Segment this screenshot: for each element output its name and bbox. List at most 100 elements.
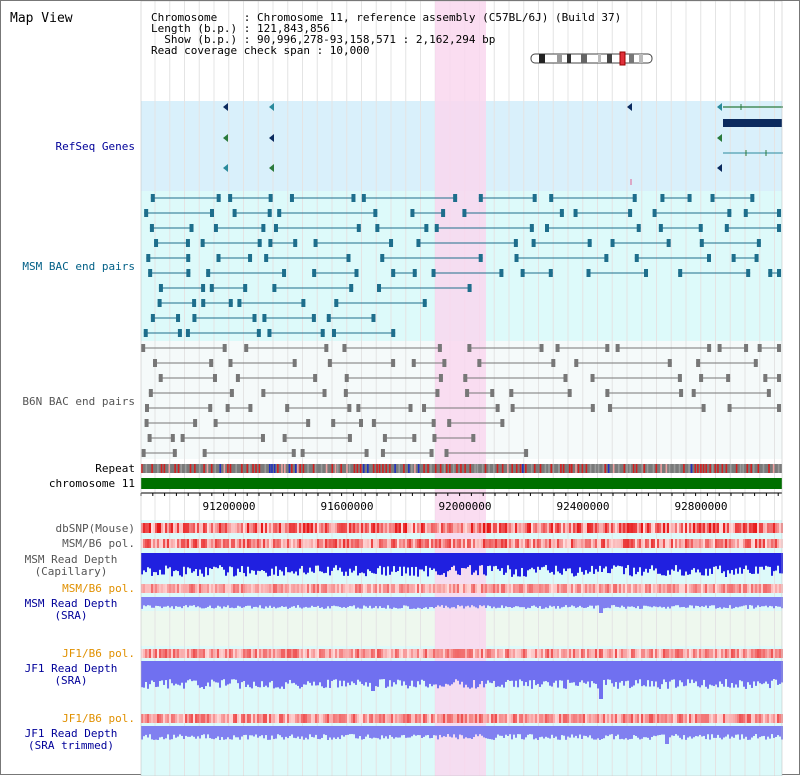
depth-bar bbox=[609, 597, 611, 609]
heat-cell bbox=[319, 649, 321, 658]
msm-b6-pol-label[interactable]: MSM/B6 pol. bbox=[62, 537, 135, 550]
heat-cell bbox=[641, 649, 643, 658]
highlight-region[interactable] bbox=[435, 1, 486, 776]
depth-bar bbox=[427, 726, 429, 735]
jf1-b6-pol-label-2[interactable]: JF1/B6 pol. bbox=[62, 712, 135, 725]
heat-cell bbox=[681, 523, 683, 533]
heat-cell bbox=[483, 714, 485, 723]
msm-b6-pol-label-2[interactable]: MSM/B6 pol. bbox=[62, 582, 135, 595]
heat-cell bbox=[735, 523, 737, 533]
heat-cell bbox=[431, 714, 433, 723]
depth-bar bbox=[443, 726, 445, 737]
heat-cell bbox=[303, 649, 305, 658]
heat-cell bbox=[409, 539, 411, 548]
depth-bar bbox=[175, 597, 177, 607]
depth-bar bbox=[707, 726, 709, 735]
heat-cell bbox=[363, 539, 365, 548]
heat-cell bbox=[277, 539, 279, 548]
heat-cell bbox=[659, 649, 661, 658]
depth-bar bbox=[559, 597, 561, 609]
bac-end-marker bbox=[509, 389, 514, 397]
heat-cell bbox=[617, 584, 619, 593]
repeat-element bbox=[389, 464, 391, 473]
heat-cell bbox=[695, 539, 697, 548]
bac-end-marker bbox=[701, 404, 706, 412]
heat-cell bbox=[523, 649, 525, 658]
heat-cell bbox=[329, 584, 331, 593]
repeat-element bbox=[602, 464, 605, 473]
refseq-genes-label[interactable]: RefSeq Genes bbox=[55, 140, 135, 153]
depth-bar bbox=[519, 726, 521, 735]
depth-bar bbox=[499, 661, 501, 687]
depth-bar bbox=[289, 661, 291, 680]
b6n-bac-label[interactable]: B6N BAC end pairs bbox=[22, 395, 135, 408]
heat-cell bbox=[719, 584, 721, 593]
depth-bar bbox=[729, 661, 731, 688]
bac-end-marker bbox=[375, 224, 380, 232]
depth-bar bbox=[669, 661, 671, 682]
heat-cell bbox=[519, 649, 521, 658]
heat-cell bbox=[365, 539, 367, 548]
depth-bar bbox=[685, 726, 687, 740]
heat-cell bbox=[385, 539, 387, 548]
heat-cell bbox=[245, 523, 247, 533]
heat-cell bbox=[707, 584, 709, 593]
heat-cell bbox=[395, 523, 397, 533]
dbsnp-label[interactable]: dbSNP(Mouse) bbox=[55, 522, 135, 535]
heat-cell bbox=[589, 649, 591, 658]
bac-end-marker bbox=[272, 284, 277, 292]
depth-bar bbox=[247, 661, 249, 685]
heat-cell bbox=[343, 584, 345, 593]
bac-end-marker bbox=[201, 299, 206, 307]
depth-bar bbox=[235, 726, 237, 738]
depth-bar bbox=[521, 597, 523, 608]
heat-cell bbox=[445, 584, 447, 593]
repeat-element bbox=[594, 464, 597, 473]
depth-bar bbox=[525, 726, 527, 738]
heat-cell bbox=[157, 539, 159, 548]
msm-read-depth-capillary-label[interactable]: MSM Read Depth bbox=[24, 553, 118, 566]
heat-cell bbox=[651, 714, 653, 723]
heat-cell bbox=[321, 584, 323, 593]
chromosome-ideogram[interactable] bbox=[530, 51, 653, 66]
heat-cell bbox=[377, 523, 379, 533]
heat-cell bbox=[417, 649, 419, 658]
depth-bar bbox=[711, 597, 713, 606]
heat-cell bbox=[397, 649, 399, 658]
heat-cell bbox=[409, 649, 411, 658]
depth-bar bbox=[667, 553, 669, 571]
heat-cell bbox=[243, 649, 245, 658]
heat-cell bbox=[389, 584, 391, 593]
msm-read-depth-sra-label[interactable]: MSM Read Depth bbox=[24, 597, 118, 610]
heat-cell bbox=[681, 649, 683, 658]
depth-bar bbox=[189, 597, 191, 606]
heat-cell bbox=[301, 584, 303, 593]
depth-bar bbox=[207, 553, 209, 576]
msm-bac-label[interactable]: MSM BAC end pairs bbox=[22, 260, 135, 273]
jf1-read-depth-sra-label[interactable]: JF1 Read Depth bbox=[24, 662, 118, 675]
bac-end-marker bbox=[604, 254, 609, 262]
depth-bar bbox=[185, 661, 187, 683]
depth-bar bbox=[503, 553, 505, 575]
heat-cell bbox=[685, 649, 687, 658]
heat-cell bbox=[723, 539, 725, 548]
depth-bar bbox=[449, 661, 451, 686]
depth-bar bbox=[677, 597, 679, 606]
jf1-read-depth-trimmed-label[interactable]: JF1 Read Depth bbox=[24, 727, 118, 740]
depth-bar bbox=[717, 661, 719, 688]
depth-bar bbox=[405, 726, 407, 738]
heat-cell bbox=[283, 649, 285, 658]
depth-bar bbox=[379, 553, 381, 566]
heat-cell bbox=[575, 584, 577, 593]
bac-end-marker bbox=[377, 284, 382, 292]
heat-cell bbox=[445, 714, 447, 723]
bac-end-marker bbox=[500, 419, 505, 427]
repeat-label: Repeat bbox=[95, 462, 135, 475]
depth-bar bbox=[597, 726, 599, 739]
heat-cell bbox=[153, 714, 155, 723]
heat-cell bbox=[315, 584, 317, 593]
repeat-element bbox=[382, 464, 384, 473]
jf1-b6-pol-label[interactable]: JF1/B6 pol. bbox=[62, 647, 135, 660]
depth-bar bbox=[517, 661, 519, 688]
